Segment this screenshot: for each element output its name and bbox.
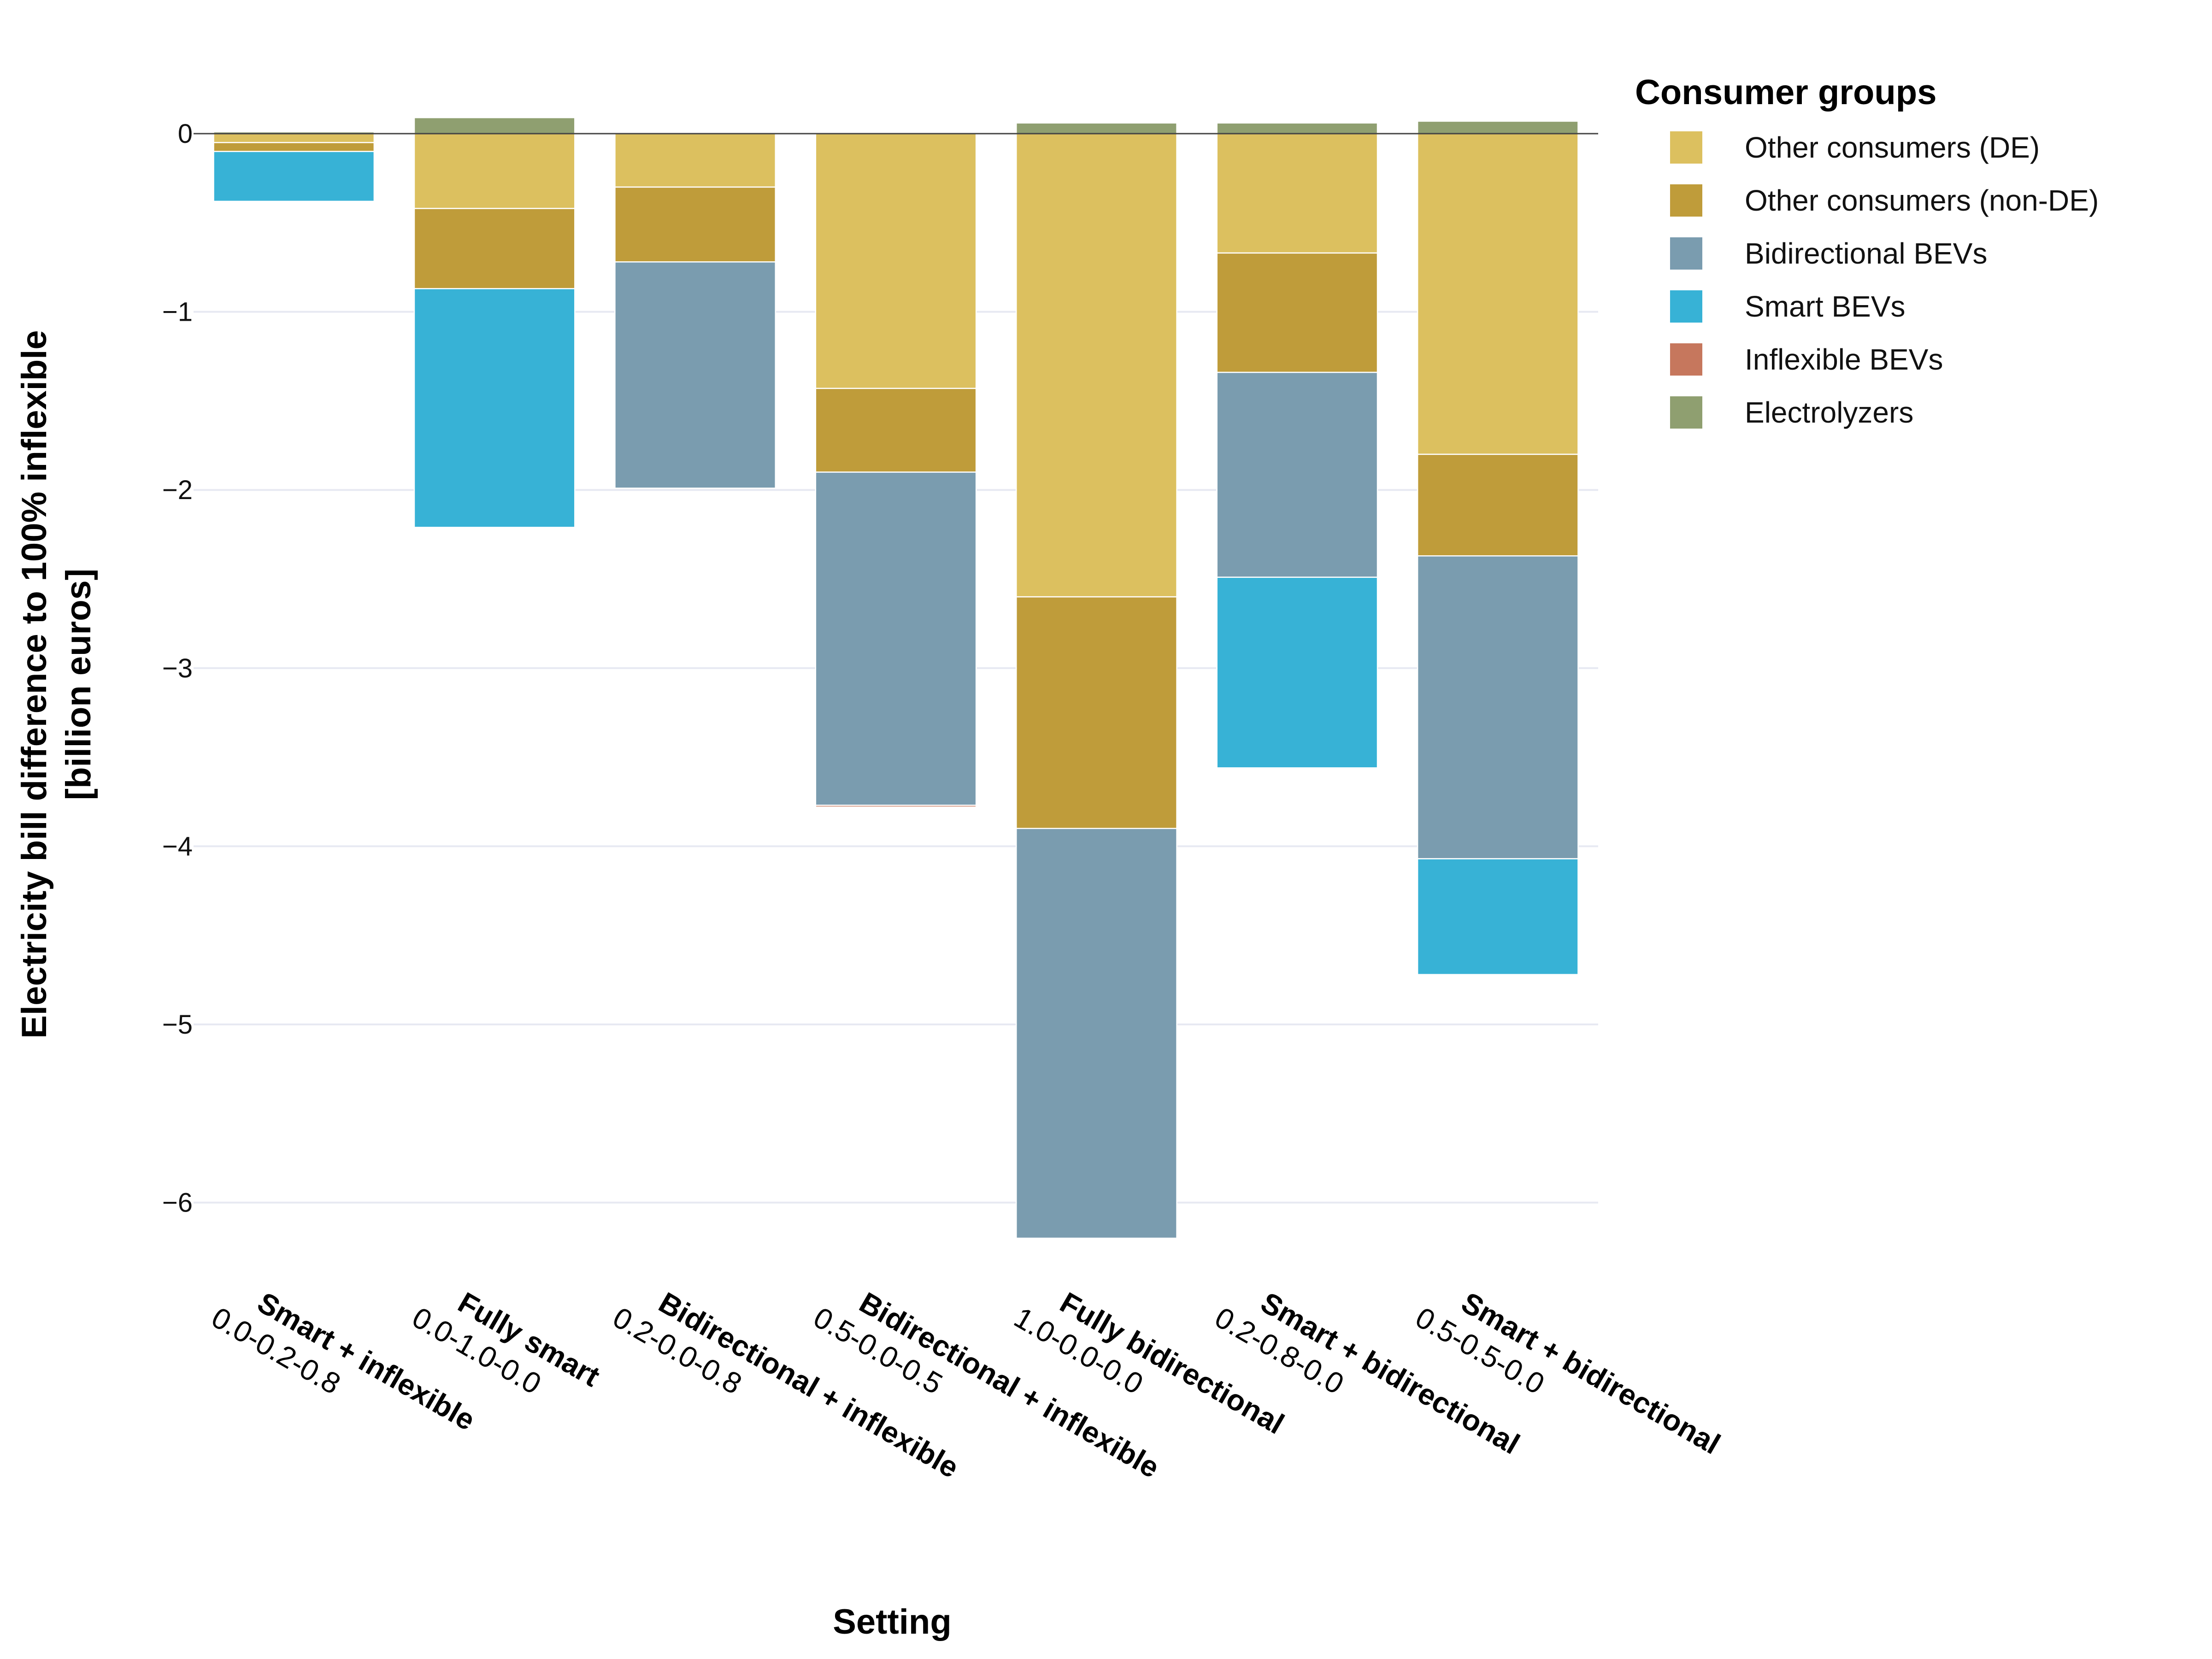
y-tick-label: −6 bbox=[162, 1188, 193, 1218]
bar-segment bbox=[1216, 133, 1378, 254]
bars bbox=[213, 117, 1579, 1239]
bar-segment bbox=[614, 186, 776, 263]
y-tick-label: 0 bbox=[178, 119, 193, 149]
y-tick-label: −2 bbox=[162, 475, 193, 505]
x-axis-title: Setting bbox=[833, 1602, 952, 1641]
legend-label: Other consumers (non-DE) bbox=[1745, 184, 2099, 217]
bar-segment bbox=[213, 151, 375, 202]
bar-segment bbox=[213, 133, 375, 143]
bar-segment bbox=[815, 133, 977, 389]
y-axis-title-line2: [billion euros] bbox=[59, 569, 98, 800]
bar-segment bbox=[1016, 596, 1177, 829]
y-tick-label: −5 bbox=[162, 1010, 193, 1040]
legend-label: Bidirectional BEVs bbox=[1745, 237, 1987, 270]
bar-segment bbox=[1216, 371, 1378, 578]
y-axis-title-line1: Electricity bill difference to 100% infl… bbox=[15, 330, 54, 1038]
y-tick-labels: 0 −1 −2 −3 −4 −5 −6 bbox=[162, 119, 193, 1218]
legend-swatch bbox=[1670, 290, 1702, 323]
bar-segment bbox=[1216, 122, 1378, 135]
bar-segment bbox=[1417, 133, 1579, 455]
bar-segment bbox=[1417, 555, 1579, 859]
legend-label: Smart BEVs bbox=[1745, 290, 1906, 323]
bar-segment bbox=[1016, 828, 1177, 1239]
bar-segment bbox=[815, 471, 977, 806]
legend-title: Consumer groups bbox=[1635, 73, 1937, 112]
bar-segment bbox=[815, 805, 977, 808]
bar-segment bbox=[1016, 133, 1177, 598]
bar-segment bbox=[614, 133, 776, 188]
bar-segment bbox=[1216, 252, 1378, 373]
bar-segment bbox=[1417, 120, 1579, 135]
y-tick-label: −4 bbox=[162, 831, 193, 861]
legend-swatch bbox=[1670, 343, 1702, 376]
y-tick-label: −1 bbox=[162, 297, 193, 327]
legend-swatch bbox=[1670, 396, 1702, 429]
bar-segment bbox=[213, 142, 375, 152]
bar-segment bbox=[413, 133, 576, 209]
legend: Consumer groups Other consumers (DE) Othe… bbox=[1635, 73, 2099, 429]
legend-label: Electrolyzers bbox=[1745, 396, 1913, 429]
bar-segment bbox=[1016, 122, 1177, 135]
legend-label: Other consumers (DE) bbox=[1745, 131, 2040, 164]
bar-segment bbox=[1417, 858, 1579, 976]
bar-segment bbox=[413, 208, 576, 289]
legend-swatch bbox=[1670, 184, 1702, 217]
bar-segment bbox=[1216, 577, 1378, 769]
bar-segment bbox=[1417, 453, 1579, 557]
legend-label: Inflexible BEVs bbox=[1745, 343, 1943, 376]
y-tick-label: −3 bbox=[162, 653, 193, 683]
bar-segment bbox=[614, 261, 776, 489]
legend-swatch bbox=[1670, 131, 1702, 164]
bar-segment bbox=[815, 388, 977, 473]
legend-swatch bbox=[1670, 237, 1702, 270]
bar-segment bbox=[413, 288, 576, 528]
bar-segment bbox=[413, 117, 576, 135]
